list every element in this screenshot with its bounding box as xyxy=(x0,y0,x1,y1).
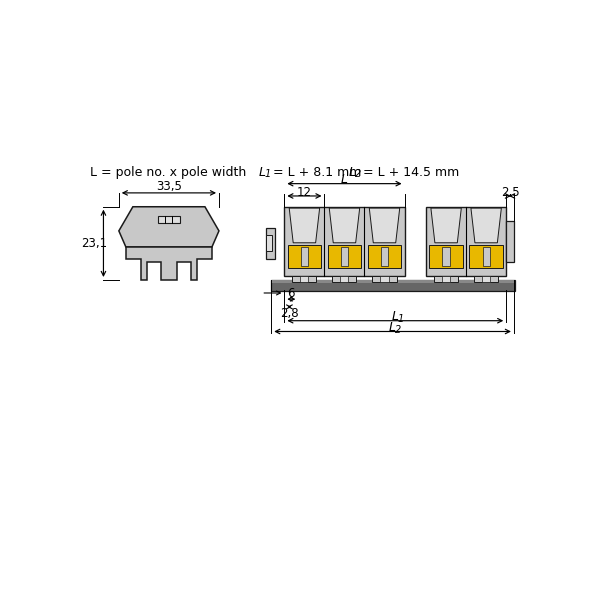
Text: L = pole no. x pole width: L = pole no. x pole width xyxy=(91,166,247,179)
Text: 1: 1 xyxy=(398,314,404,324)
Bar xyxy=(381,247,388,266)
Text: L: L xyxy=(389,321,396,334)
Bar xyxy=(373,276,397,281)
Polygon shape xyxy=(471,208,502,243)
Bar xyxy=(429,245,463,268)
Text: 2,5: 2,5 xyxy=(500,185,520,199)
Polygon shape xyxy=(119,207,219,247)
Text: 23,1: 23,1 xyxy=(81,237,107,250)
Text: 2: 2 xyxy=(355,169,361,179)
Bar xyxy=(442,276,450,281)
Bar xyxy=(332,276,356,281)
Bar xyxy=(474,276,498,281)
Bar xyxy=(287,245,321,268)
Bar xyxy=(266,235,272,251)
Text: 1: 1 xyxy=(265,169,271,179)
Polygon shape xyxy=(329,208,359,243)
Bar xyxy=(340,276,349,281)
Bar xyxy=(266,227,275,259)
Text: 2,8: 2,8 xyxy=(280,307,298,320)
Bar xyxy=(442,247,450,266)
Bar xyxy=(469,245,503,268)
Polygon shape xyxy=(369,208,400,243)
Text: L: L xyxy=(341,173,348,186)
Bar xyxy=(380,276,389,281)
Text: 6: 6 xyxy=(287,287,295,300)
Bar xyxy=(368,245,401,268)
Text: = L + 8.1 mm: = L + 8.1 mm xyxy=(269,166,361,179)
Bar xyxy=(301,247,308,266)
Text: = L + 14.5 mm: = L + 14.5 mm xyxy=(359,166,460,179)
Bar xyxy=(341,247,348,266)
Bar xyxy=(482,276,490,281)
Bar xyxy=(292,276,316,281)
Bar xyxy=(271,280,515,290)
Polygon shape xyxy=(289,208,320,243)
Polygon shape xyxy=(126,247,212,280)
Bar xyxy=(434,276,458,281)
Text: 12: 12 xyxy=(297,185,312,199)
Polygon shape xyxy=(431,208,461,243)
Text: L: L xyxy=(349,166,356,179)
Text: 2: 2 xyxy=(395,325,401,335)
Text: 33,5: 33,5 xyxy=(156,180,182,193)
Bar xyxy=(271,280,515,283)
Text: L: L xyxy=(259,166,266,179)
Bar xyxy=(301,276,308,281)
Bar xyxy=(506,221,514,262)
Bar xyxy=(426,207,506,276)
Bar xyxy=(284,207,404,276)
Bar xyxy=(328,245,361,268)
Bar xyxy=(158,215,180,223)
Bar xyxy=(482,247,490,266)
Text: L: L xyxy=(392,310,399,323)
